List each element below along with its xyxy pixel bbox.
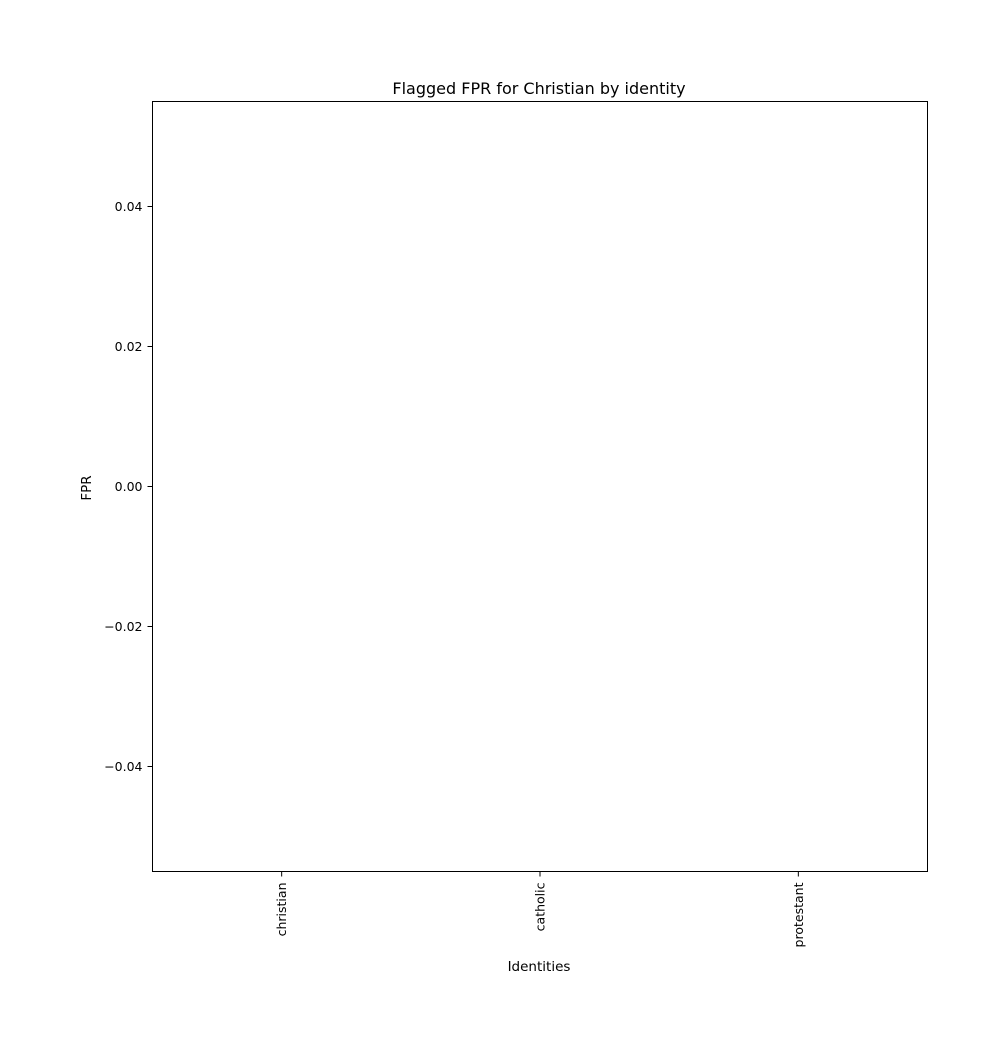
x-tick-label: protestant	[791, 882, 806, 947]
y-axis: −0.04 −0.02 0.00 0.02 0.04	[104, 199, 153, 774]
chart-title: Flagged FPR for Christian by identity	[392, 79, 685, 98]
x-tick-label: catholic	[533, 882, 548, 931]
y-tick-label: 0.00	[115, 479, 143, 494]
y-tick-label: 0.02	[115, 339, 143, 354]
x-axis-label: Identities	[508, 959, 571, 975]
x-axis: christian catholic protestant	[274, 871, 806, 947]
y-tick-label: −0.02	[104, 619, 142, 634]
y-tick-label: −0.04	[104, 759, 142, 774]
y-axis-label: FPR	[79, 475, 95, 500]
y-tick-label: 0.04	[115, 199, 143, 214]
x-tick-label: christian	[274, 883, 289, 937]
